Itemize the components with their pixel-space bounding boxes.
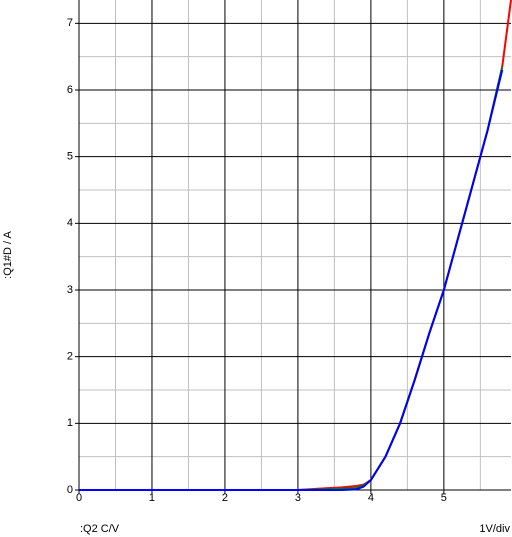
y-tick-label: 2 — [67, 351, 73, 363]
x-tick-label: 1 — [149, 492, 155, 504]
series-line — [79, 66, 504, 491]
x-tick-label: 2 — [222, 492, 228, 504]
y-tick-label: 4 — [67, 217, 73, 229]
y-tick-label: 3 — [67, 284, 73, 296]
y-tick-label: 5 — [67, 151, 73, 163]
x-tick-label: 4 — [368, 492, 374, 504]
x-axis-label: :Q2 C/V — [80, 523, 120, 535]
x-tick-label: 0 — [76, 492, 82, 504]
x-tick-label: 3 — [295, 492, 301, 504]
y-axis-label: :Q1#D / A — [2, 230, 14, 278]
y-tick-label: 1 — [67, 417, 73, 429]
x-scale-label: 1V/div — [479, 523, 510, 535]
series-line — [79, 0, 512, 491]
x-tick-label: 5 — [441, 492, 447, 504]
y-tick-label: 7 — [67, 17, 73, 29]
y-tick-label: 0 — [67, 484, 73, 496]
series-line — [79, 69, 504, 491]
y-tick-label: 6 — [67, 84, 73, 96]
